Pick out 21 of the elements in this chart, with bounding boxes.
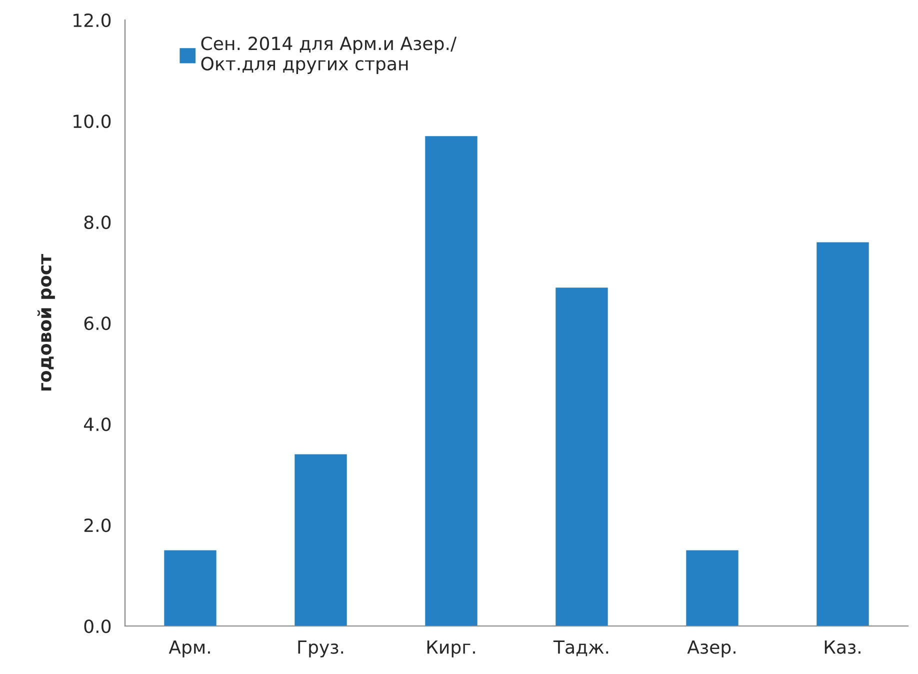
x-tick-label: Каз. bbox=[824, 640, 860, 654]
y-tick-label: 12.0 bbox=[74, 13, 111, 28]
y-tick-label: 0.0 bbox=[84, 619, 111, 634]
y-tick-label: 6.0 bbox=[84, 316, 111, 330]
x-tick-label: Кирг. bbox=[427, 640, 475, 658]
y-tick-label: 2.0 bbox=[84, 518, 111, 532]
bar bbox=[164, 550, 216, 626]
bar bbox=[686, 550, 738, 626]
x-tick-label: Груз. bbox=[298, 640, 344, 658]
bar bbox=[816, 242, 869, 626]
bar bbox=[556, 288, 608, 626]
legend-label: Сен. 2014 для Арм.и Азер./ Окт.для других стран bbox=[201, 36, 457, 74]
y-tick-label: 10.0 bbox=[74, 114, 111, 128]
bar bbox=[425, 136, 478, 626]
x-tick-label: Тадж. bbox=[553, 640, 608, 656]
y-tick-label: 4.0 bbox=[84, 417, 111, 432]
y-tick-label: 8.0 bbox=[84, 215, 111, 230]
bar bbox=[294, 454, 347, 626]
x-tick-label: Азер. bbox=[687, 640, 736, 658]
y-axis-title: годовой рост bbox=[37, 254, 55, 391]
x-tick-label: Арм. bbox=[168, 640, 210, 658]
